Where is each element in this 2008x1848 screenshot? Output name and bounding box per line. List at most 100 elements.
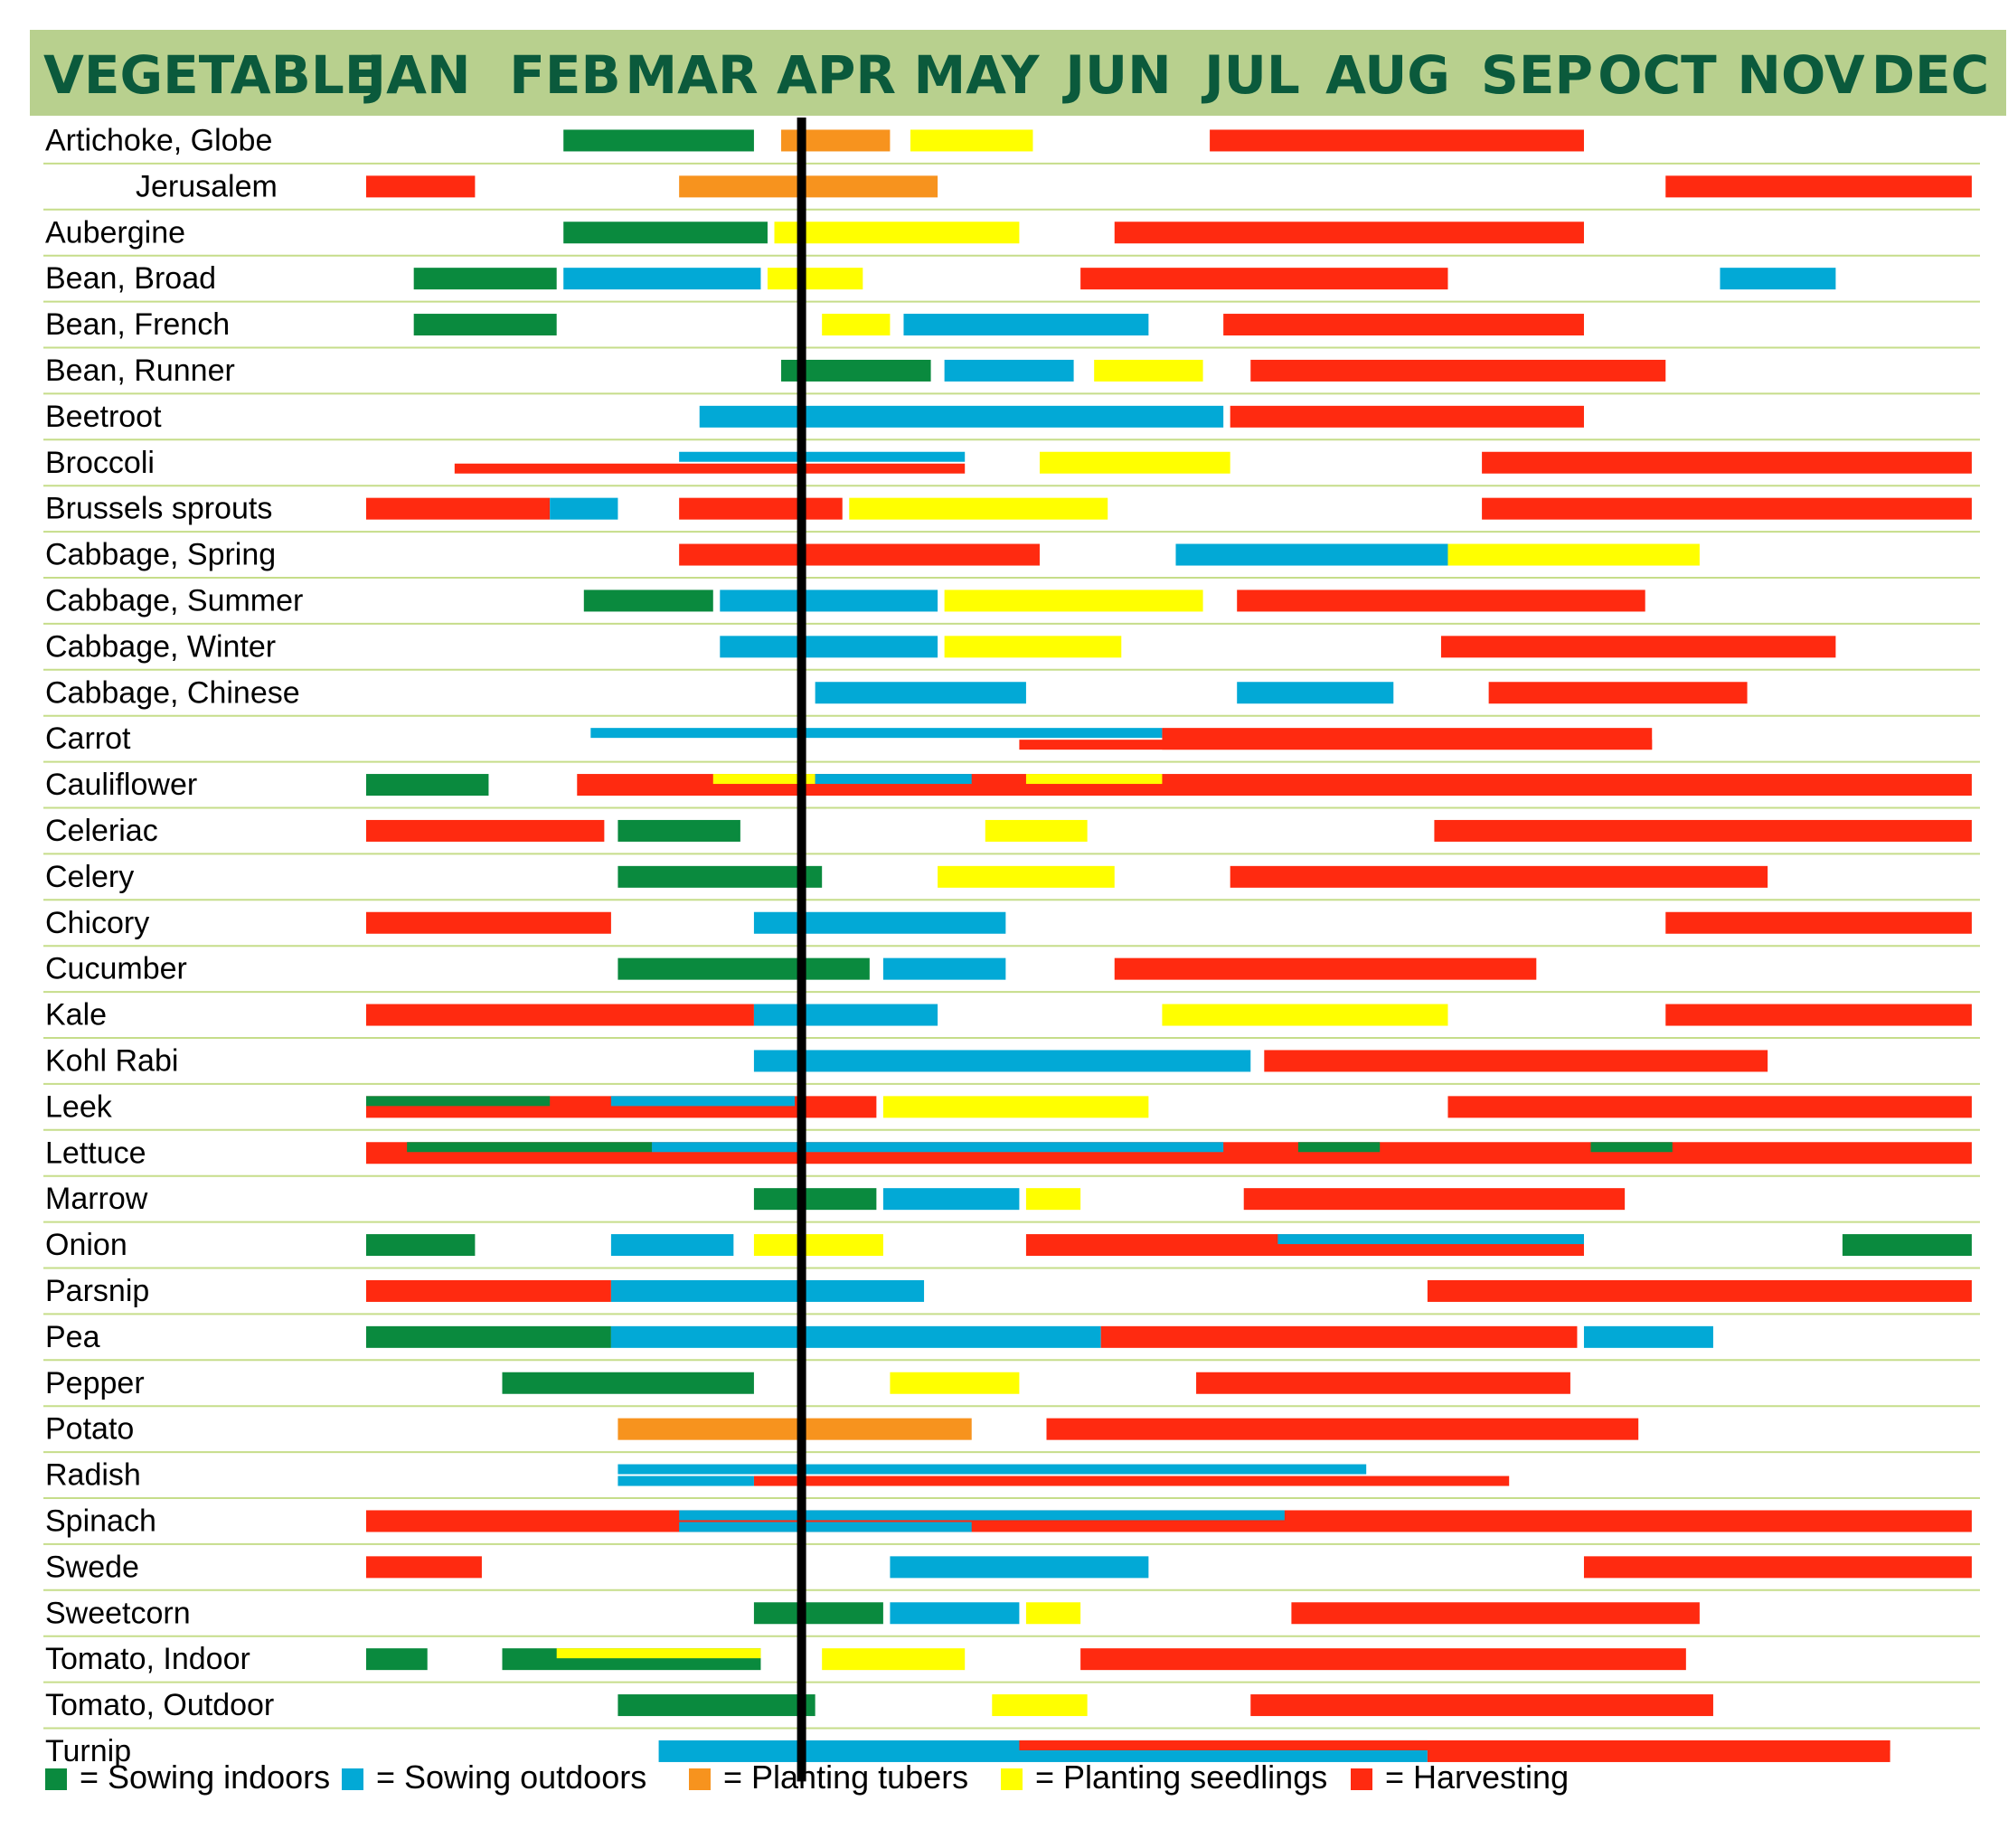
month-label-aug: AUG [1325, 44, 1450, 106]
bar-sweetcorn-planting-seedlings-2 [1025, 1602, 1081, 1625]
bar-cabbage-spring-planting-seedlings-2 [1447, 543, 1700, 566]
bar-turnip-harvesting-2 [1427, 1740, 1890, 1762]
bar-celeriac-harvesting-3 [1434, 819, 1972, 842]
activity-bars [366, 129, 1972, 1762]
bar-bean-french-planting-seedlings-1 [822, 314, 891, 336]
bar-bean-french-harvesting-3 [1223, 314, 1584, 336]
legend-label-planting-seedlings: = Planting seedlings [1035, 1758, 1327, 1796]
bar-cauliflower-sowing-indoors-0 [366, 774, 489, 797]
row-label-cabbage-chinese: Cabbage, Chinese [45, 675, 300, 710]
bar-lettuce-sowing-outdoors-2 [652, 1142, 1224, 1153]
bar-bean-french-sowing-indoors-0 [413, 314, 557, 336]
bar-leek-sowing-outdoors-2 [610, 1096, 796, 1107]
bar-celery-sowing-indoors-0 [617, 865, 823, 888]
bar-cabbage-winter-planting-seedlings-1 [944, 636, 1122, 658]
legend-swatch-planting-tubers [689, 1768, 711, 1790]
row-label-sweetcorn: Sweetcorn [45, 1596, 191, 1630]
month-label-mar: MAR [625, 44, 758, 106]
legend-label-sowing-indoors: = Sowing indoors [80, 1758, 330, 1796]
bar-chicory-harvesting-0 [366, 911, 611, 934]
legend-swatch-harvesting [1351, 1768, 1372, 1790]
bar-bean-broad-sowing-outdoors-1 [563, 268, 761, 290]
bar-cauliflower-planting-seedlings-2 [712, 774, 815, 785]
row-label-leek: Leek [45, 1089, 113, 1124]
row-label-carrot: Carrot [45, 721, 131, 756]
row-label-aubergine: Aubergine [45, 215, 185, 250]
bar-jerusalem-harvesting-0 [366, 175, 476, 198]
bar-celeriac-sowing-indoors-1 [617, 819, 740, 842]
bar-kohl-rabi-harvesting-1 [1264, 1050, 1768, 1072]
bar-celeriac-planting-seedlings-2 [985, 819, 1088, 842]
bar-cabbage-spring-sowing-outdoors-1 [1175, 543, 1448, 566]
bar-artichoke-globe-harvesting-3 [1210, 129, 1584, 152]
row-label-kale: Kale [45, 998, 107, 1032]
row-label-kohl-rabi: Kohl Rabi [45, 1043, 178, 1078]
bar-jerusalem-planting-tubers-1 [679, 175, 938, 198]
bar-radish-sowing-outdoors-2 [617, 1476, 754, 1486]
row-label-tomato-outdoor: Tomato, Outdoor [45, 1688, 274, 1722]
bar-celery-planting-seedlings-1 [938, 865, 1115, 888]
bar-aubergine-planting-seedlings-1 [774, 222, 1020, 244]
bar-spinach-sowing-outdoors-1 [679, 1510, 1285, 1521]
month-label-jul: JUL [1201, 44, 1300, 106]
bar-cabbage-summer-sowing-outdoors-1 [720, 589, 938, 612]
bar-tomato-outdoor-planting-seedlings-1 [992, 1694, 1088, 1717]
month-label-apr: APR [777, 44, 896, 106]
legend-label-harvesting: = Harvesting [1385, 1758, 1569, 1796]
row-label-cabbage-spring: Cabbage, Spring [45, 538, 276, 572]
bar-swede-harvesting-2 [1583, 1556, 1972, 1579]
bar-sweetcorn-sowing-outdoors-1 [890, 1602, 1020, 1625]
bar-radish-harvesting-1 [753, 1476, 1510, 1486]
bar-kale-harvesting-3 [1665, 1004, 1972, 1026]
legend-swatch-sowing-indoors [45, 1768, 67, 1790]
bar-pepper-planting-seedlings-1 [890, 1372, 1020, 1394]
bar-cucumber-harvesting-2 [1114, 957, 1537, 980]
bar-cabbage-summer-harvesting-3 [1237, 589, 1645, 612]
row-label-bean-broad: Bean, Broad [45, 261, 216, 296]
bar-swede-harvesting-0 [366, 1556, 482, 1579]
row-label-broccoli: Broccoli [45, 446, 155, 480]
bar-bean-broad-planting-seedlings-2 [767, 268, 863, 290]
bar-chicory-sowing-outdoors-1 [753, 911, 1006, 934]
row-label-celery: Celery [45, 860, 134, 894]
row-label-parsnip: Parsnip [45, 1274, 149, 1308]
bar-kohl-rabi-sowing-outdoors-0 [753, 1050, 1251, 1072]
bar-pea-harvesting-2 [1100, 1325, 1578, 1348]
bar-marrow-sowing-indoors-0 [753, 1188, 877, 1211]
bar-cabbage-chinese-sowing-outdoors-1 [1237, 682, 1394, 704]
month-label-dec: DEC [1871, 44, 1989, 106]
month-label-sep: SEP [1481, 44, 1593, 106]
bar-lettuce-sowing-indoors-3 [1297, 1142, 1381, 1153]
bar-pea-sowing-outdoors-3 [1583, 1325, 1713, 1348]
bar-onion-planting-seedlings-2 [753, 1234, 883, 1257]
bar-tomato-indoor-planting-seedlings-2 [556, 1648, 761, 1659]
bar-pea-sowing-indoors-0 [366, 1325, 611, 1348]
bar-tomato-indoor-planting-seedlings-3 [822, 1648, 966, 1671]
legend-swatch-sowing-outdoors [342, 1768, 363, 1790]
legend-swatch-planting-seedlings [1001, 1768, 1023, 1790]
row-label-pepper: Pepper [45, 1366, 145, 1400]
bar-brussels-sprouts-sowing-outdoors-1 [550, 497, 618, 520]
row-label-marrow: Marrow [45, 1182, 148, 1216]
row-label-beetroot: Beetroot [45, 400, 162, 434]
bar-tomato-indoor-harvesting-4 [1080, 1648, 1686, 1671]
bar-marrow-sowing-outdoors-1 [882, 1188, 1020, 1211]
bar-cabbage-chinese-sowing-outdoors-0 [815, 682, 1026, 704]
row-label-turnip: Turnip [45, 1734, 131, 1768]
bar-parsnip-harvesting-2 [1427, 1279, 1972, 1302]
bar-leek-planting-seedlings-3 [882, 1096, 1149, 1118]
bar-chicory-harvesting-2 [1665, 911, 1972, 934]
row-label-cucumber: Cucumber [45, 952, 187, 986]
row-label-pea: Pea [45, 1320, 100, 1354]
bar-bean-broad-sowing-indoors-0 [413, 268, 557, 290]
row-label-cabbage-winter: Cabbage, Winter [45, 629, 276, 664]
row-label-radish: Radish [45, 1458, 141, 1493]
bar-broccoli-harvesting-1 [454, 463, 966, 474]
bar-tomato-indoor-sowing-indoors-0 [366, 1648, 428, 1671]
bar-cabbage-winter-sowing-outdoors-0 [720, 636, 938, 658]
bar-cabbage-summer-sowing-indoors-0 [583, 589, 713, 612]
bar-brussels-sprouts-harvesting-4 [1482, 497, 1972, 520]
row-label-swede: Swede [45, 1550, 139, 1584]
bar-leek-harvesting-4 [1447, 1096, 1972, 1118]
